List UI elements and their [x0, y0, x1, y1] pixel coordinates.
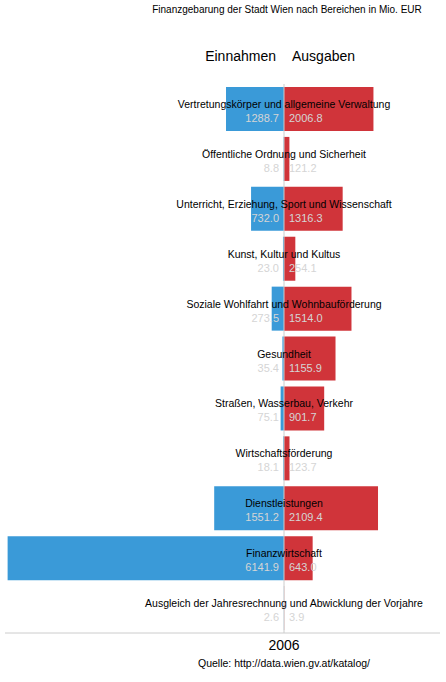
svg-text:254.1: 254.1	[289, 262, 317, 274]
svg-text:1551.2: 1551.2	[245, 511, 279, 523]
svg-text:1288.7: 1288.7	[245, 112, 279, 124]
svg-text:75.1: 75.1	[258, 411, 279, 423]
svg-text:6141.9: 6141.9	[245, 561, 279, 573]
svg-text:Wirtschaftsförderung: Wirtschaftsförderung	[236, 447, 333, 459]
svg-text:732.0: 732.0	[251, 212, 279, 224]
svg-text:Öffentliche Ordnung und Sicher: Öffentliche Ordnung und Sicherheit	[202, 148, 366, 160]
svg-text:Finanzwirtschaft: Finanzwirtschaft	[246, 547, 322, 559]
html-text:2006: 2006	[268, 637, 300, 653]
svg-text:Dienstleistungen: Dienstleistungen	[245, 497, 323, 509]
svg-text:Straßen, Wasserbau, Verkehr: Straßen, Wasserbau, Verkehr	[215, 397, 353, 409]
svg-text:273.5: 273.5	[251, 312, 279, 324]
svg-text:1316.3: 1316.3	[289, 212, 323, 224]
svg-text:2.6: 2.6	[264, 611, 279, 623]
svg-text:2109.4: 2109.4	[289, 511, 323, 523]
html-text:Finanzgebarung der Stadt Wien: Finanzgebarung der Stadt Wien nach Berei…	[152, 4, 422, 15]
html-text:Einnahmen: Einnahmen	[205, 48, 276, 64]
svg-text:1514.0: 1514.0	[289, 312, 323, 324]
svg-text:18.1: 18.1	[258, 461, 279, 473]
svg-text:Ausgleich der Jahresrechnung u: Ausgleich der Jahresrechnung und Abwickl…	[145, 597, 423, 609]
svg-text:2006.8: 2006.8	[289, 112, 323, 124]
svg-text:121.2: 121.2	[289, 162, 317, 174]
svg-text:8.8: 8.8	[264, 162, 279, 174]
svg-text:Kunst, Kultur und Kultus: Kunst, Kultur und Kultus	[228, 248, 341, 260]
svg-text:643.0: 643.0	[289, 561, 317, 573]
svg-text:123.7: 123.7	[289, 461, 317, 473]
svg-text:Gesundheit: Gesundheit	[257, 348, 311, 360]
svg-text:Soziale Wohlfahrt und Wohnbauf: Soziale Wohlfahrt und Wohnbauförderung	[186, 298, 381, 310]
html-text:Quelle: http://data.wien.gv.at: Quelle: http://data.wien.gv.at/katalog/	[198, 657, 370, 669]
svg-text:1155.9: 1155.9	[289, 362, 322, 374]
html-text:Ausgaben: Ausgaben	[292, 48, 356, 64]
svg-text:901.7: 901.7	[289, 411, 317, 423]
svg-text:23.0: 23.0	[258, 262, 279, 274]
svg-text:Vertretungskörper und allgemei: Vertretungskörper und allgemeine Verwalt…	[178, 98, 391, 110]
svg-text:35.4: 35.4	[258, 362, 279, 374]
svg-text:3.9: 3.9	[289, 611, 304, 623]
svg-text:Unterricht, Erziehung, Sport u: Unterricht, Erziehung, Sport und Wissens…	[176, 198, 391, 210]
